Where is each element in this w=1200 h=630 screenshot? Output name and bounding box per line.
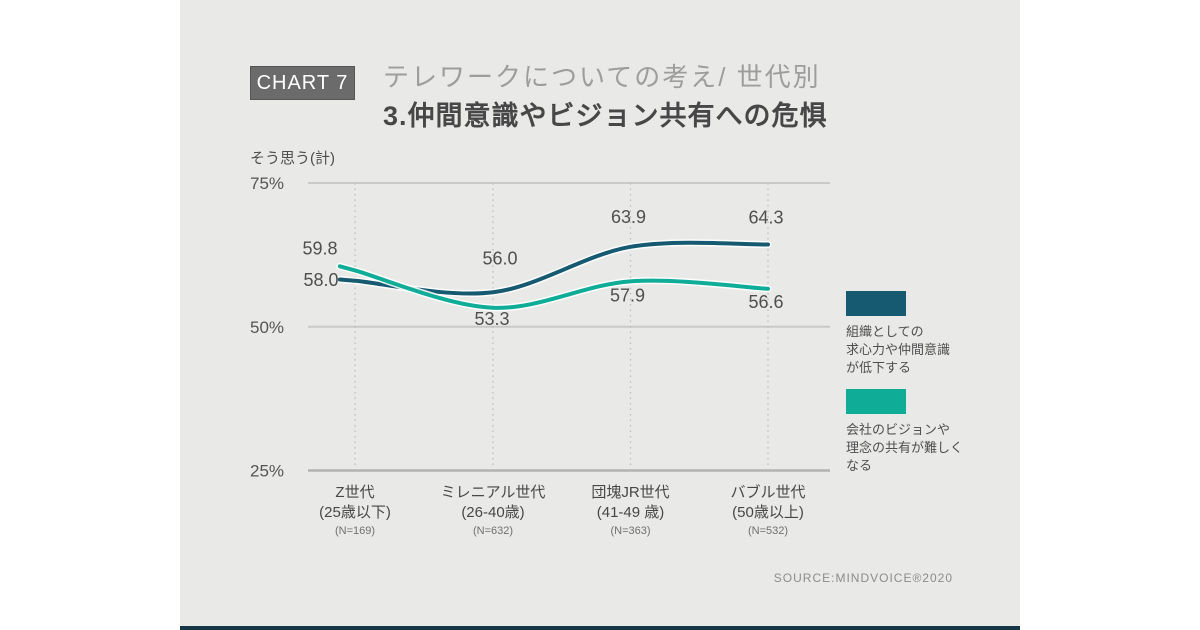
source-credit: SOURCE:MINDVOICE®2020 (773, 571, 953, 585)
chart-subtitle: テレワークについての考え/ 世代別 (383, 62, 821, 92)
data-label: 59.8 (302, 238, 337, 258)
legend-item-vision: 会社のビジョンや 理念の共有が難しく なる (846, 389, 1016, 475)
legend-item-organization: 組織としての 求心力や仲間意識 が低下する (846, 291, 1016, 377)
line-chart: 75% 50% 25% 58.0 56.0 63.9 64.3 59.8 53.3 57.9 56.… (250, 174, 830, 537)
x-label-n: (N=169) (335, 525, 375, 537)
x-label-name: Z世代 (335, 484, 374, 501)
x-label-n: (N=363) (610, 525, 650, 537)
data-label: 63.9 (611, 207, 646, 227)
legend-swatch-teal (846, 389, 906, 414)
chart-number-badge: CHART 7 (250, 66, 355, 100)
chart-title: 3.仲間意識やビジョン共有への危惧 (383, 101, 828, 131)
data-label: 57.9 (610, 285, 645, 305)
x-label-age: (26-40歳) (461, 504, 524, 521)
x-label-age: (25歳以下) (319, 504, 391, 521)
x-label-n: (N=632) (473, 525, 513, 537)
data-label: 58.0 (303, 270, 338, 290)
data-label: 56.6 (748, 292, 783, 312)
bottom-accent-bar (180, 626, 1020, 630)
y-axis-title: そう思う(計) (250, 150, 335, 167)
data-label: 64.3 (748, 208, 783, 228)
x-label-age: (50歳以上) (732, 504, 804, 521)
legend-label: 会社のビジョンや 理念の共有が難しく なる (846, 422, 964, 473)
series-line-1 (337, 264, 770, 310)
legend: 組織としての 求心力や仲間意識 が低下する 会社のビジョンや 理念の共有が難しく… (846, 291, 1016, 487)
legend-label: 組織としての 求心力や仲間意識 が低下する (846, 324, 951, 375)
data-label: 53.3 (474, 309, 509, 329)
legend-swatch-navy (846, 291, 906, 316)
x-label-name: ミレニアル世代 (441, 484, 546, 501)
data-label: 56.0 (482, 248, 517, 268)
x-label-age: (41-49 歳) (597, 504, 665, 521)
y-tick-label: 50% (250, 318, 284, 337)
series-line-0 (337, 240, 770, 296)
x-label-name: 団塊JR世代 (591, 484, 669, 501)
x-label-n: (N=532) (748, 525, 788, 537)
chart-card: CHART 7 テレワークについての考え/ 世代別 3.仲間意識やビジョン共有へ… (180, 0, 1020, 630)
y-tick-label: 75% (250, 174, 284, 193)
y-tick-label: 25% (250, 462, 284, 481)
x-label-name: バブル世代 (730, 483, 805, 501)
